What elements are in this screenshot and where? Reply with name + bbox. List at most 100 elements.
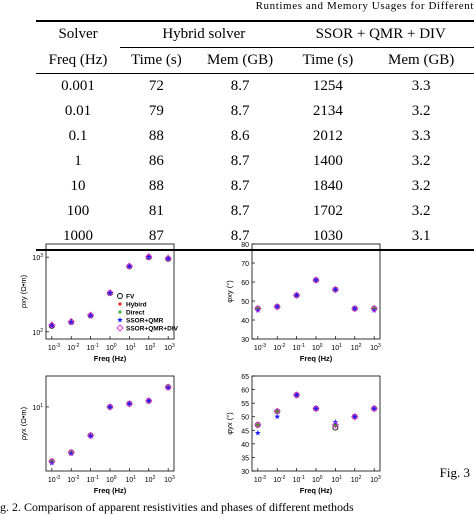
marker-ssor-qmr <box>274 413 281 420</box>
marker-ssor-qmr-div <box>331 421 340 429</box>
legend-label: SSOR+QMR+DIV <box>126 326 179 333</box>
chart-4: 10-3 10-2 10-1 100 101 102 1033035404550556065… <box>225 374 381 495</box>
running-title: Runtimes and Memory Usages for Different <box>255 0 474 12</box>
y-tick-label: 30 <box>241 337 249 344</box>
table-cell: 2012 <box>312 128 343 144</box>
legend-label: Hybird <box>126 302 147 309</box>
table-cell: 2134 <box>312 103 343 119</box>
table-cell: 81 <box>148 203 164 219</box>
x-tick-label: 10-2 <box>67 475 79 484</box>
x-tick-exponent: 2 <box>153 343 156 349</box>
x-tick-label: 102 <box>351 343 362 352</box>
x-tick-exponent: 3 <box>172 343 175 349</box>
col-hybrid-time: Time (s) <box>131 52 182 68</box>
series-ssor-qmr <box>48 254 172 329</box>
table-row: 0.001 72 8.7 1254 3.3 <box>36 73 474 99</box>
y-axis-label: ρyx (Ω•m) <box>19 406 28 440</box>
marker-ssor-qmr-div <box>254 304 262 313</box>
y-tick-label: 35 <box>241 455 249 462</box>
x-tick-label: 10-1 <box>293 475 305 484</box>
table-cell: 3.3 <box>411 128 431 144</box>
y-tick-label: 30 <box>241 469 249 476</box>
marker-ssor-qmr-div <box>86 311 95 319</box>
marker-ssor-qmr-div <box>86 431 95 440</box>
marker-ssor-qmr <box>254 307 261 313</box>
marker-ssor-qmr-div <box>164 254 172 262</box>
marker-ssor-qmr <box>165 385 172 391</box>
x-tick-label: 101 <box>331 343 342 352</box>
table-cell: 10 <box>70 178 86 194</box>
x-tick-exponent: 3 <box>378 343 381 349</box>
x-tick-exponent: 3 <box>378 475 381 481</box>
marker-ssor-qmr-div <box>273 407 281 415</box>
x-tick-label: 103 <box>164 475 175 484</box>
marker-ssor-qmr <box>87 312 94 319</box>
figure-caption: g. 2. Comparison of apparent resistiviti… <box>0 500 354 514</box>
col-ssor-time: Time (s) <box>302 52 354 68</box>
marker-ssor-qmr-div <box>125 262 134 270</box>
chart-2: 10-3 10-2 10-1 100 101 102 103304050607080Freq… <box>225 242 381 363</box>
y-tick-label: 60 <box>241 388 249 395</box>
x-tick-label: 10-2 <box>273 343 285 352</box>
series-ssor-qmr-div <box>48 253 172 329</box>
marker-ssor-qmr-div <box>116 324 124 332</box>
marker-ssor-qmr-div <box>67 448 75 457</box>
marker-ssor-qmr <box>107 403 113 410</box>
table-cell: 1702 <box>312 203 343 219</box>
marker-ssor-qmr-div <box>106 289 114 297</box>
plot-frame <box>251 375 381 472</box>
x-tick-exponent: -2 <box>281 475 286 481</box>
marker-ssor-qmr <box>351 413 358 420</box>
table-cell: 3.2 <box>411 203 431 219</box>
y-tick-exponent: 2 <box>40 328 43 334</box>
x-tick-label: 10-3 <box>254 343 266 352</box>
x-tick-exponent: -2 <box>281 343 286 349</box>
x-axis-label: Freq (Hz) <box>94 354 127 363</box>
table-cell: 1840 <box>312 178 343 194</box>
table-cell: 1400 <box>312 153 343 169</box>
table-cell: 0.001 <box>36 73 121 99</box>
y-axis-label: φyx (°) <box>225 412 234 435</box>
figure-side-label: Fig. 3 <box>439 465 470 480</box>
x-tick-label: 10-1 <box>87 475 99 484</box>
x-tick-label: 103 <box>370 475 381 484</box>
x-tick-label: 10-2 <box>273 475 285 484</box>
marker-hybrid <box>118 302 122 306</box>
marker-ssor-qmr-div <box>67 317 75 326</box>
plot-frame <box>251 243 381 340</box>
table-body: 0.001 72 8.7 1254 3.3 0.01 79 8.7 2134 3.2 0.1 88 8.… <box>36 73 474 251</box>
marker-ssor-qmr <box>87 433 94 439</box>
x-tick-exponent: 2 <box>359 475 362 481</box>
marker-ssor-qmr-div <box>106 403 114 411</box>
table-cell: 86 <box>148 153 164 169</box>
table-row: 10 88 8.7 1840 3.2 <box>36 174 474 199</box>
x-tick-exponent: 0 <box>320 475 323 481</box>
table-row: 0.1 88 8.6 2012 3.3 <box>36 124 474 149</box>
table-cell: 8.6 <box>230 128 250 144</box>
table-header-row: Solver Hybrid solver SSOR + QMR + DIV <box>36 20 474 48</box>
table-cell: 8.7 <box>230 153 250 169</box>
col-ssor-mem: Mem (GB) <box>388 52 455 68</box>
marker-ssor-qmr <box>371 405 378 411</box>
marker-ssor-qmr <box>48 322 55 329</box>
marker-ssor-qmr-div <box>331 285 340 294</box>
marker-ssor-qmr <box>371 307 378 313</box>
table-row: 1000 87 8.7 1030 3.1 <box>36 224 474 251</box>
marker-ssor-qmr-div <box>48 457 56 465</box>
x-tick-exponent: 1 <box>339 343 342 349</box>
table-cell: 79 <box>148 103 164 119</box>
x-tick-label: 10-3 <box>48 475 60 484</box>
legend-label: SSOR+QMR <box>126 318 164 325</box>
marker-ssor-qmr-div <box>164 383 172 391</box>
marker-ssor-qmr <box>145 254 152 260</box>
marker-fv <box>117 293 123 299</box>
series-ssor-qmr <box>254 392 378 436</box>
series-ssor-qmr <box>48 385 172 466</box>
table-row: 100 81 8.7 1702 3.2 <box>36 199 474 224</box>
table-cell: 8.7 <box>192 224 288 251</box>
x-tick-exponent: -3 <box>262 475 267 481</box>
y-axis-label: ρxy (Ω•m) <box>19 274 28 308</box>
table-cell: 1000 <box>36 224 121 251</box>
